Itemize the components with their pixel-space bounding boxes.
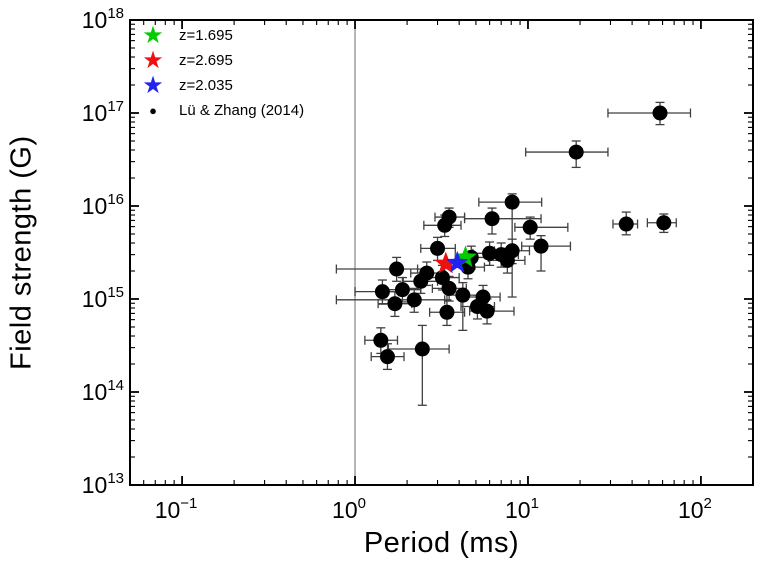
circle-icon: ● (149, 103, 157, 118)
svg-text:1016: 1016 (82, 191, 124, 219)
legend-label: z=2.035 (179, 77, 233, 94)
svg-text:1017: 1017 (82, 98, 124, 126)
svg-text:1015: 1015 (82, 284, 124, 312)
legend-item: ★ z=2.035 (137, 73, 304, 98)
red-star-icon: ★ (142, 46, 164, 74)
svg-text:1018: 1018 (82, 5, 124, 33)
legend-label: z=2.695 (179, 52, 233, 69)
svg-text:101: 101 (505, 495, 539, 523)
green-star-icon: ★ (142, 21, 164, 49)
legend: ★ z=1.695 ★ z=2.695 ★ z=2.035 ● Lü & Zha… (137, 23, 304, 123)
legend-item: ● Lü & Zhang (2014) (137, 98, 304, 123)
svg-text:1014: 1014 (82, 377, 124, 405)
svg-text:1013: 1013 (82, 470, 124, 498)
legend-label: z=1.695 (179, 27, 233, 44)
y-axis-label: Field strength (G) (5, 135, 38, 370)
legend-item: ★ z=1.695 (137, 23, 304, 48)
svg-text:10−1: 10−1 (155, 495, 198, 523)
blue-star-icon: ★ (142, 71, 164, 99)
legend-item: ★ z=2.695 (137, 48, 304, 73)
svg-text:102: 102 (678, 495, 712, 523)
x-axis-label: Period (ms) (363, 527, 520, 559)
legend-label: Lü & Zhang (2014) (179, 102, 305, 119)
svg-text:100: 100 (332, 495, 366, 523)
